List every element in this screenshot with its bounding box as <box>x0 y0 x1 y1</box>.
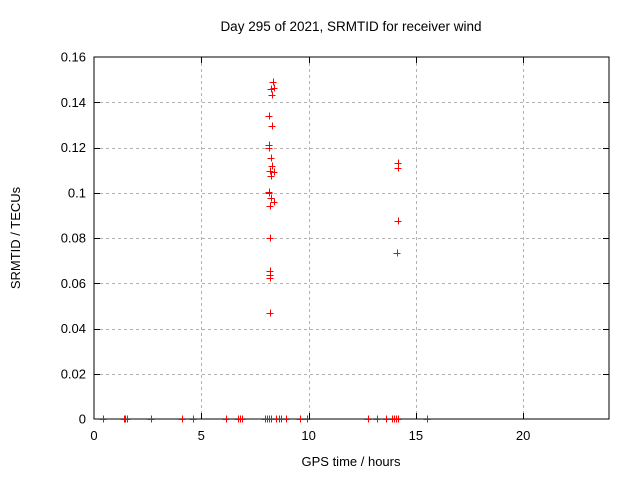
y-tick-label: 0.08 <box>61 231 86 246</box>
data-points <box>99 78 431 423</box>
data-point-marker <box>265 144 273 152</box>
data-point-marker <box>373 415 381 423</box>
y-tick-label: 0.06 <box>61 276 86 291</box>
x-tick-label: 20 <box>516 428 530 443</box>
y-tick-label: 0.12 <box>61 140 86 155</box>
data-point-marker <box>267 85 275 93</box>
tick-labels: 0 5 10 15 20 0 0.02 0.04 0.06 0.08 0.1 0.12 0.14 0.16 <box>61 50 531 444</box>
chart-title: Day 295 of 2021, SRMTID for receiver win… <box>220 19 481 34</box>
y-tick-label: 0.02 <box>61 366 86 381</box>
data-point-marker <box>266 167 274 175</box>
y-tick-label: 0.04 <box>61 321 86 336</box>
data-point-marker <box>265 189 273 197</box>
data-point-marker <box>178 415 186 423</box>
data-point-marker <box>267 154 275 162</box>
gridlines <box>94 57 609 419</box>
plot-frame <box>93 56 610 420</box>
x-tick-label: 10 <box>301 428 315 443</box>
data-point-marker <box>394 217 402 225</box>
data-point-marker <box>394 164 402 172</box>
data-point-marker <box>189 415 197 423</box>
data-point-marker <box>123 415 131 423</box>
data-point-marker <box>222 415 230 423</box>
data-point-marker <box>238 415 246 423</box>
x-axis-label: GPS time / hours <box>302 454 401 469</box>
data-point-marker <box>267 194 275 202</box>
data-point-marker <box>266 202 274 210</box>
data-point-marker <box>393 249 401 257</box>
data-point-marker <box>364 415 372 423</box>
data-point-marker <box>268 162 276 170</box>
data-point-marker <box>270 198 278 206</box>
x-tick-label: 0 <box>90 428 97 443</box>
y-tick-label: 0 <box>79 412 86 427</box>
data-point-marker <box>268 91 276 99</box>
data-point-marker <box>423 415 431 423</box>
y-tick-label: 0.1 <box>68 185 86 200</box>
data-point-marker <box>267 172 275 180</box>
x-tick-label: 5 <box>198 428 205 443</box>
axis-ticks <box>94 57 609 419</box>
data-point-marker <box>303 415 311 423</box>
y-tick-label: 0.16 <box>61 50 86 65</box>
data-point-marker <box>266 234 274 242</box>
data-point-marker <box>382 415 390 423</box>
data-point-marker <box>269 78 277 86</box>
data-point-marker <box>99 415 107 423</box>
y-tick-label: 0.14 <box>61 95 86 110</box>
data-point-marker <box>265 112 273 120</box>
x-tick-label: 15 <box>409 428 423 443</box>
data-point-marker <box>394 415 402 423</box>
data-point-marker <box>266 309 274 317</box>
data-point-marker <box>296 415 304 423</box>
data-point-marker <box>147 415 155 423</box>
data-point-marker <box>266 274 274 282</box>
data-point-marker <box>268 122 276 130</box>
data-point-marker <box>282 415 290 423</box>
y-axis-label: SRMTID / TECUs <box>8 186 23 289</box>
